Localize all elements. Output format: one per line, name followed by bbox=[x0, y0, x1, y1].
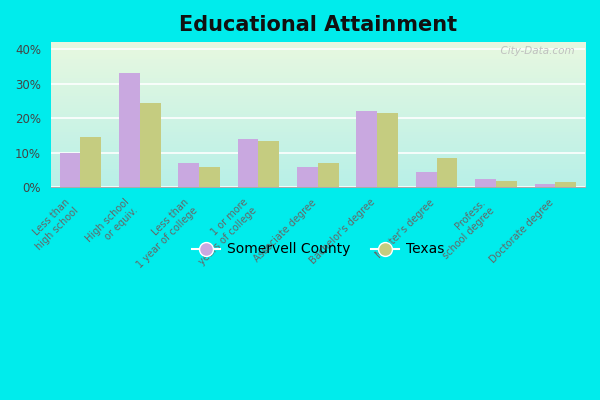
Bar bbox=[535, 184, 556, 188]
Bar bbox=[238, 139, 259, 188]
Title: Educational Attainment: Educational Attainment bbox=[179, 15, 457, 35]
Text: City-Data.com: City-Data.com bbox=[494, 46, 574, 56]
Bar bbox=[318, 163, 338, 188]
Bar bbox=[199, 167, 220, 188]
Bar bbox=[496, 180, 517, 188]
Bar bbox=[416, 172, 437, 188]
Bar bbox=[119, 73, 140, 188]
Bar bbox=[80, 137, 101, 188]
Bar bbox=[556, 182, 576, 188]
Bar bbox=[437, 158, 457, 188]
Bar bbox=[140, 103, 161, 188]
Bar bbox=[297, 167, 318, 188]
Bar bbox=[475, 179, 496, 188]
Bar bbox=[356, 111, 377, 188]
Legend: Somervell County, Texas: Somervell County, Texas bbox=[186, 237, 449, 262]
Bar bbox=[259, 141, 279, 188]
Bar bbox=[377, 113, 398, 188]
Bar bbox=[178, 163, 199, 188]
Bar bbox=[59, 153, 80, 188]
